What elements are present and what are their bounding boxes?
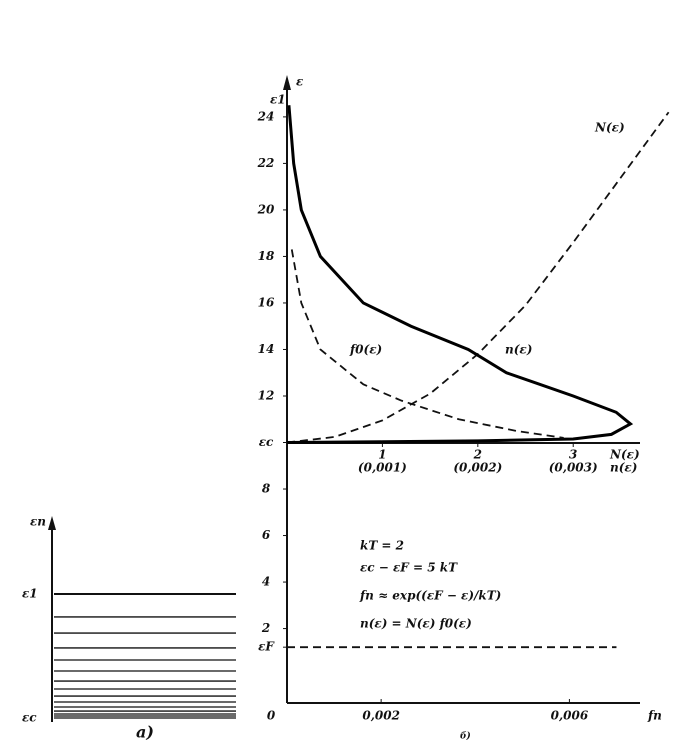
x2-label: fn: [647, 709, 662, 723]
y-tick-label: εF: [258, 640, 275, 654]
y-label: ε: [296, 75, 304, 89]
annotation: n(ε) = N(ε) f0(ε): [360, 617, 472, 631]
y-tick-label: 4: [262, 575, 270, 589]
x-tick-label: 2: [473, 448, 482, 462]
x-tick-label: 3: [569, 448, 577, 462]
y-top-label: ε1: [270, 93, 286, 107]
annotation: kT = 2: [360, 539, 404, 553]
series-label: f0(ε): [349, 343, 382, 357]
y-tick-label: εc: [259, 435, 274, 449]
arrow-a: [48, 516, 56, 530]
x2-tick-label: 0: [267, 709, 276, 723]
caption: a): [136, 723, 154, 741]
y-tick-label: 12: [258, 388, 275, 402]
curve: [286, 111, 670, 444]
series-label: N(ε): [594, 121, 625, 135]
caption: б): [460, 731, 471, 741]
annotation: fn ≈ exp((εF − ε)/kT): [359, 589, 501, 603]
y-tick-label: 14: [258, 342, 275, 356]
x-tick-sublabel: (0,002): [453, 461, 502, 475]
annotation: εc − εF = 5 kT: [360, 561, 458, 575]
series-label: n(ε): [505, 343, 532, 357]
x-label-2: n(ε): [610, 461, 637, 475]
y-tick-label: 24: [257, 109, 275, 123]
x2-tick-label: 0,006: [551, 709, 589, 723]
curve: [286, 105, 634, 445]
y-tick-label: 8: [262, 482, 271, 496]
axis-label: εn: [30, 515, 46, 529]
x2-tick-label: 0,002: [362, 709, 400, 723]
y-tick-label: 20: [257, 202, 275, 216]
y-tick-label: 6: [262, 528, 271, 542]
y-tick-label: 16: [258, 295, 275, 309]
y-tick-label: 18: [258, 249, 275, 263]
x-tick-label: 1: [378, 448, 386, 462]
y-tick-label: 2: [261, 621, 270, 635]
y-tick-label: 22: [257, 156, 275, 170]
level-label: ε1: [22, 587, 38, 601]
level-label: εc: [22, 711, 37, 725]
y-arrow: [283, 75, 291, 90]
x-tick-sublabel: (0,003): [549, 461, 598, 475]
x-tick-sublabel: (0,001): [358, 461, 407, 475]
x-label: N(ε): [609, 448, 640, 462]
